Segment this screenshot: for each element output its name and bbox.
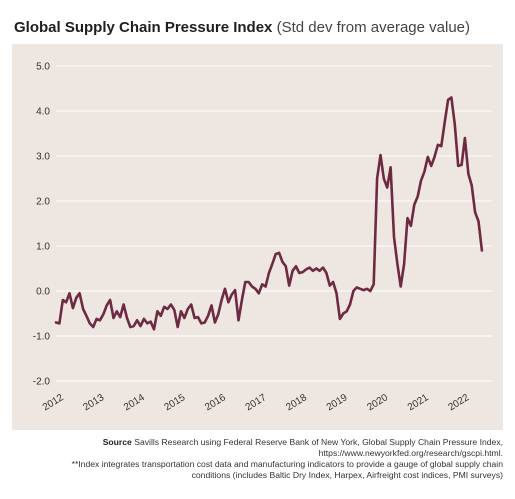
- x-tick-label: 2021: [406, 392, 431, 413]
- x-tick-label: 2017: [244, 392, 269, 413]
- x-tick-label: 2020: [365, 392, 390, 413]
- series-line: [54, 96, 484, 331]
- x-tick-label: 2016: [203, 392, 228, 413]
- y-tick-label: 1.0: [36, 242, 50, 253]
- x-tick-label: 2018: [284, 392, 309, 413]
- y-tick-label: 5.0: [36, 62, 50, 73]
- x-tick-label: 2013: [81, 392, 106, 413]
- y-tick-label: -1.0: [33, 332, 51, 343]
- x-tick-label: 2015: [163, 392, 188, 413]
- chart-footer: Source Savills Research using Federal Re…: [40, 437, 503, 481]
- y-tick-label: 2.0: [36, 197, 50, 208]
- y-tick-label: 0.0: [36, 287, 50, 298]
- x-tick-label: 2019: [325, 392, 350, 413]
- y-tick-label: 4.0: [36, 107, 50, 118]
- source-label: Source: [102, 437, 132, 447]
- y-tick-label: 3.0: [36, 152, 50, 163]
- y-tick-label: -2.0: [33, 377, 51, 388]
- chart-title: Global Supply Chain Pressure Index: [14, 19, 273, 36]
- x-tick-label: 2012: [41, 392, 66, 413]
- source-text: Savills Research using Federal Reserve B…: [134, 437, 503, 458]
- source-line: Source Savills Research using Federal Re…: [40, 437, 503, 459]
- chart-title-row: Global Supply Chain Pressure Index (Std …: [14, 18, 509, 38]
- chart-subtitle: (Std dev from average value): [276, 19, 471, 36]
- chart-svg: 5.0 4.0 3.0 2.0 1.0 0.0 -1.0 -2.0 2012 2013 2014 20…: [33, 62, 492, 413]
- x-tick-label: 2014: [122, 392, 147, 413]
- chart-panel: 5.0 4.0 3.0 2.0 1.0 0.0 -1.0 -2.0 2012 2013 2014 20…: [12, 44, 503, 430]
- note-line: **Index integrates transportation cost d…: [71, 459, 503, 480]
- x-tick-label: 2022: [446, 392, 471, 413]
